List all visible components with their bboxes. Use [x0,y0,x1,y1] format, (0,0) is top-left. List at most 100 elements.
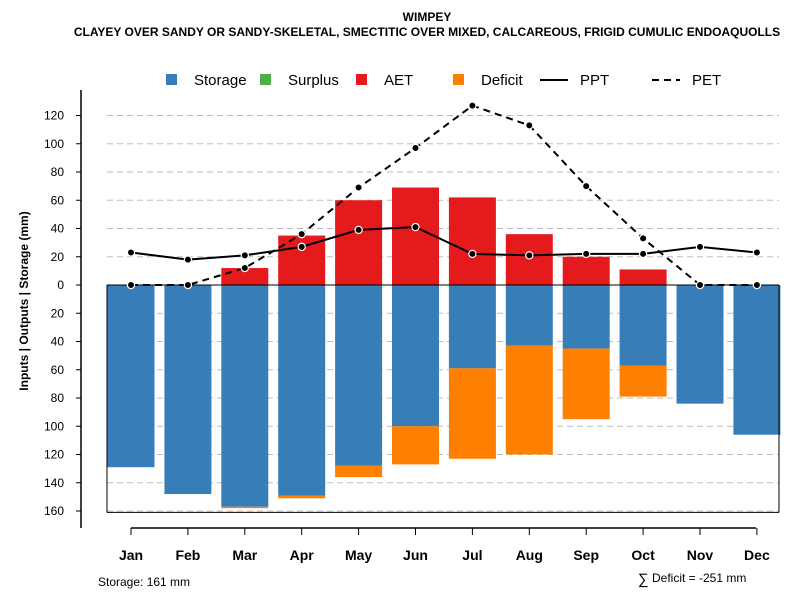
point-pet-jun [411,143,420,153]
legend-key-storage [166,74,177,85]
x-tick-label-oct: Oct [631,547,655,563]
point-ppt-oct [638,249,648,259]
bar-deficit-jul [448,368,496,459]
bar-aet-aug [505,234,553,285]
y-ticks: 120 100 80 60 40 20 0 20 40 60 80 100 120 140 160 [44,109,81,518]
bar-storage-oct [619,285,667,366]
line-pet [131,104,757,286]
bar-aet-may [335,200,383,285]
bar-storage-feb [164,285,212,495]
x-tick-label-mar: Mar [232,547,257,563]
x-tick-label-dec: Dec [744,547,770,563]
x-tick-label-may: May [345,547,372,563]
y-tick-label: 100 [44,137,64,151]
point-ppt-apr [297,242,306,252]
bar-storage-aug [505,285,553,346]
y-tick-label: 60 [51,363,65,377]
bar-storage-apr [278,285,326,496]
point-pet-mar [240,263,249,273]
bar-deficit-sep [562,348,610,420]
chart-title: WIMPEY [403,10,452,24]
bar-aet-jul [448,197,496,285]
point-pet-aug [525,121,534,130]
point-pet-oct [638,234,648,243]
bar-deficit-may [335,465,383,478]
bar-deficit-jun [392,426,439,465]
y-tick-label: 80 [51,391,65,405]
point-ppt-may [354,225,363,235]
sum-symbol: ∑ [638,571,649,588]
point-ppt-aug [525,251,534,260]
bar-storage-jul [448,285,496,369]
x-tick-label-jul: Jul [462,547,482,563]
point-pet-feb [183,280,193,290]
bar-storage-sep [562,285,610,349]
legend-label-ppt: PPT [580,72,609,89]
bar-aet-mar [221,268,269,285]
point-pet-nov [695,280,705,290]
point-ppt-jan [126,248,136,257]
point-pet-dec [752,280,762,290]
point-ppt-nov [695,242,705,252]
legend-label-pet: PET [692,72,721,89]
point-pet-may [354,183,363,192]
point-ppt-jun [411,222,420,232]
y-tick-label: 160 [44,504,64,518]
y-tick-label: 20 [51,250,65,264]
legend-key-aet [356,74,367,85]
point-ppt-dec [752,248,762,257]
point-pet-sep [582,181,591,191]
bar-storage-dec [733,285,781,435]
bar-aet-sep [562,256,610,285]
legend-label-deficit: Deficit [481,72,524,89]
series-lines [126,101,762,290]
x-tick-label-jun: Jun [403,547,428,563]
bar-deficit-mar [221,506,269,509]
bar-storage-jan [107,285,155,468]
point-ppt-feb [183,255,193,264]
x-tick-label-jan: Jan [119,547,143,563]
point-pet-jan [126,280,136,290]
x-ticks: Jan Feb Mar Apr May Jun Jul Aug Sep Oct Nov Dec [119,528,770,563]
storage-note: Storage: 161 mm [98,575,190,589]
x-tick-label-feb: Feb [175,547,200,563]
point-ppt-sep [582,249,591,259]
y-tick-label: 20 [51,306,65,320]
point-pet-jul [468,101,477,110]
y-tick-label: 140 [44,476,64,490]
point-ppt-jul [468,249,477,259]
y-axis-label: Inputs | Outputs | Storage (mm) [17,211,31,390]
y-tick-label: 0 [57,278,64,292]
legend-key-surplus [260,74,271,85]
line-ppt [130,226,757,261]
legend-label-aet: AET [384,72,413,89]
y-tick-label: 40 [51,222,65,236]
x-tick-label-aug: Aug [516,547,543,563]
bars [107,187,781,509]
y-tick-label: 120 [44,448,64,462]
y-tick-label: 80 [51,165,65,179]
chart-subtitle: CLAYEY OVER SANDY OR SANDY-SKELETAL, SME… [74,25,780,39]
y-tick-label: 120 [44,109,64,123]
bar-storage-nov [676,285,724,404]
y-tick-label: 100 [44,419,64,433]
legend: Storage Surplus AET Deficit PPT PET [166,72,721,89]
bar-storage-may [335,285,383,466]
point-ppt-mar [240,251,249,260]
y-tick-label: 40 [51,335,65,349]
bar-deficit-apr [278,495,326,499]
point-pet-apr [297,229,306,239]
x-tick-label-sep: Sep [573,547,599,563]
deficit-note: Deficit = -251 mm [652,571,746,585]
x-tick-label-apr: Apr [290,547,315,563]
y-tick-label: 60 [51,193,65,207]
bar-aet-oct [619,269,667,285]
gridlines [107,115,779,512]
bar-aet-jun [392,187,439,285]
bar-deficit-aug [505,345,553,455]
x-tick-label-nov: Nov [687,547,714,563]
bar-storage-mar [221,285,269,507]
bar-storage-jun [392,285,439,427]
legend-key-deficit [453,74,464,85]
